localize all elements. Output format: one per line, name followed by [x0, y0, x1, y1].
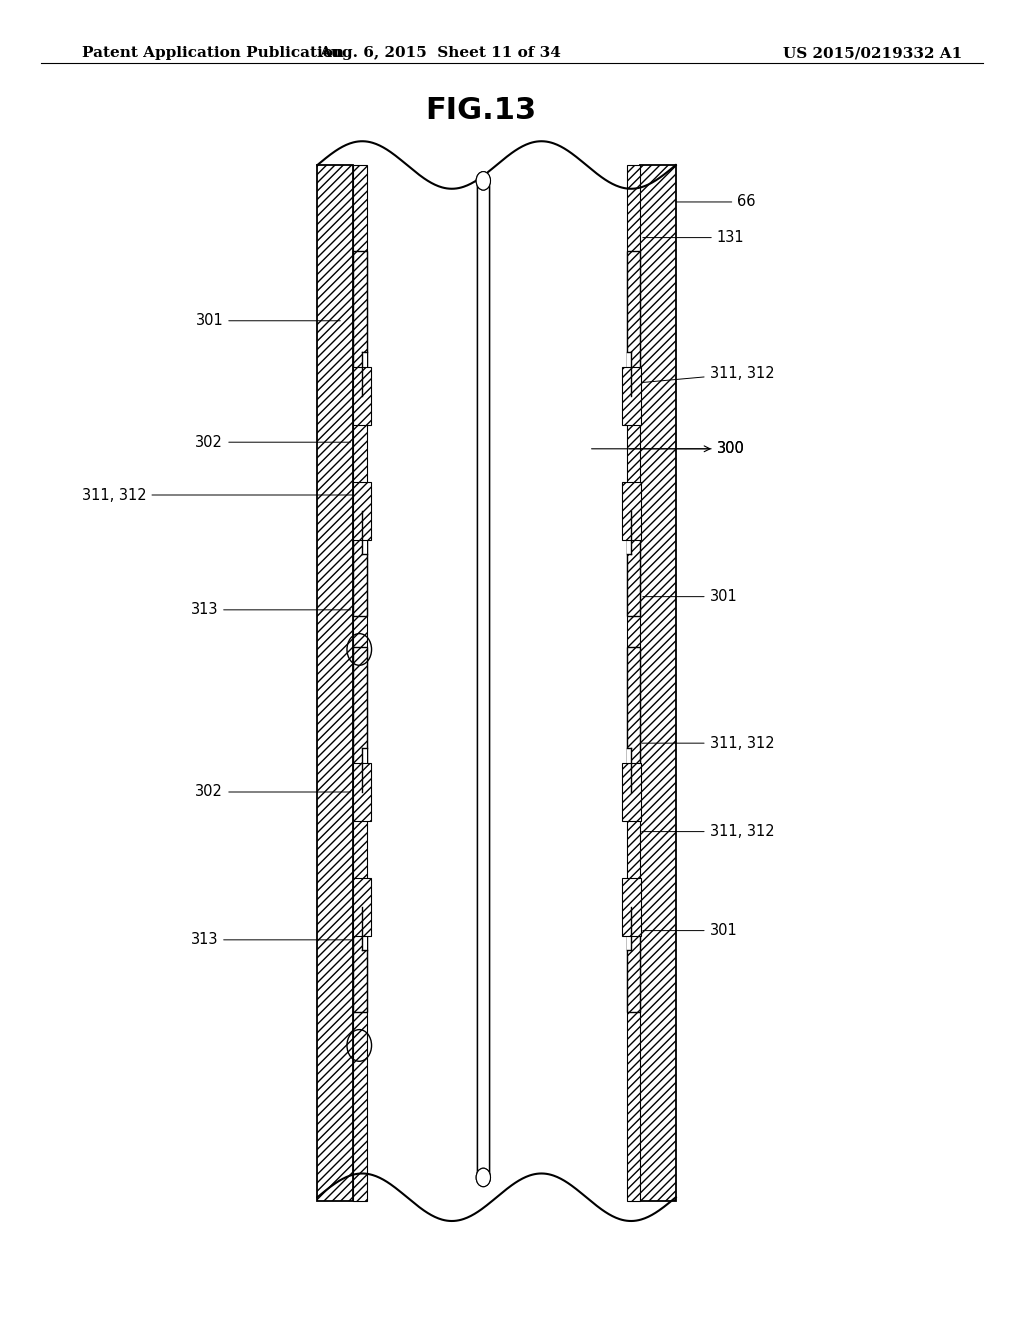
Text: 311, 312: 311, 312 [642, 824, 774, 840]
Text: 301: 301 [643, 589, 737, 605]
Text: FIG.13: FIG.13 [426, 96, 537, 125]
Bar [623, 367, 641, 425]
Text: 301: 301 [643, 923, 737, 939]
Bar [317, 165, 353, 1201]
Circle shape [476, 1168, 490, 1187]
Bar [352, 482, 371, 540]
Bar [477, 185, 489, 1181]
Bar [627, 165, 640, 1201]
Circle shape [476, 172, 490, 190]
Text: Aug. 6, 2015  Sheet 11 of 34: Aug. 6, 2015 Sheet 11 of 34 [319, 46, 561, 61]
Bar [352, 878, 371, 936]
Bar [623, 878, 641, 936]
Bar [623, 482, 641, 540]
Text: 302: 302 [196, 784, 350, 800]
Bar [353, 647, 367, 792]
Bar [627, 748, 632, 792]
Text: 66: 66 [677, 194, 756, 210]
Text: 311, 312: 311, 312 [642, 366, 774, 383]
Text: 313: 313 [190, 602, 350, 618]
Bar [477, 185, 489, 1181]
Bar [353, 907, 367, 1012]
Bar [627, 511, 632, 554]
Bar [361, 907, 367, 950]
Bar [627, 647, 640, 792]
Bar [627, 251, 640, 396]
Bar [353, 165, 367, 1201]
Bar [367, 165, 627, 1201]
Bar [352, 367, 371, 425]
Bar [361, 748, 367, 792]
Bar [352, 763, 371, 821]
Text: US 2015/0219332 A1: US 2015/0219332 A1 [783, 46, 963, 61]
Bar [353, 511, 367, 616]
Bar [627, 511, 640, 616]
Text: 311, 312: 311, 312 [642, 735, 774, 751]
Bar [361, 511, 367, 554]
Text: 302: 302 [196, 434, 350, 450]
Circle shape [476, 1168, 490, 1187]
Text: 311, 312: 311, 312 [82, 487, 364, 503]
Bar [640, 165, 676, 1201]
Bar [361, 352, 367, 396]
Text: 300: 300 [630, 441, 744, 457]
Text: 131: 131 [643, 230, 744, 246]
Bar [623, 763, 641, 821]
Bar [627, 907, 632, 950]
Text: 313: 313 [190, 932, 350, 948]
Text: Patent Application Publication: Patent Application Publication [82, 46, 344, 61]
Bar [627, 907, 640, 1012]
Bar [627, 352, 632, 396]
Text: 301: 301 [196, 313, 340, 329]
Circle shape [476, 172, 490, 190]
Bar [353, 251, 367, 396]
Text: 300: 300 [592, 441, 744, 457]
